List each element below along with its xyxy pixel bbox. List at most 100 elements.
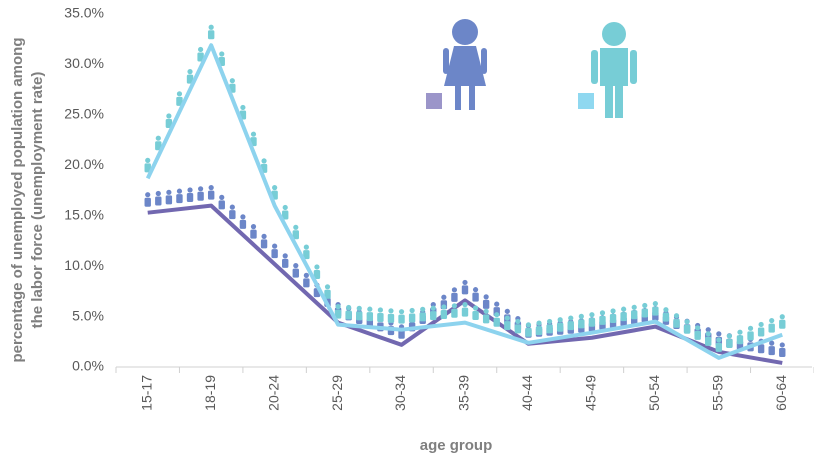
pictogram-body	[757, 327, 765, 337]
pictogram-body	[260, 239, 268, 249]
pictogram-body	[366, 312, 374, 322]
pictogram-body	[546, 324, 553, 334]
y-tick-label: 10.0%	[64, 257, 104, 273]
pictogram-head	[250, 224, 257, 230]
pictogram-head	[663, 307, 669, 313]
series-line	[145, 43, 783, 360]
x-tick-label: 18-19	[202, 375, 218, 411]
pictogram-head	[219, 51, 225, 57]
pictogram-head	[293, 263, 299, 269]
pictogram-head	[747, 325, 754, 331]
x-tick-label: 60-64	[773, 375, 789, 411]
x-axis-title: age group	[420, 437, 493, 454]
pictogram-body	[218, 200, 225, 210]
pictogram-body	[779, 319, 786, 329]
y-axis-title-line: percentage of unemployed population amon…	[9, 37, 26, 362]
pictogram-body	[673, 318, 680, 328]
y-axis-title-line: the labor force (unemployment rate)	[29, 72, 46, 329]
pictogram-head	[504, 315, 510, 321]
pictogram-head	[695, 325, 701, 331]
pictogram-head	[472, 305, 479, 311]
pictogram-body	[768, 346, 775, 356]
x-tick-label: 30-34	[392, 375, 408, 411]
pictogram-body	[398, 329, 405, 339]
pictogram-head	[779, 314, 785, 320]
pictogram-head	[145, 157, 151, 163]
pictogram-body	[197, 52, 204, 62]
pictogram-head	[166, 189, 172, 195]
pictogram-head	[208, 185, 214, 191]
x-tick-label: 45-49	[583, 375, 599, 411]
pictogram-body	[282, 210, 289, 220]
pictogram-head	[282, 253, 288, 259]
pictogram-head	[303, 272, 309, 278]
pictogram-head	[176, 91, 183, 97]
y-tick-label: 25.0%	[64, 106, 104, 122]
pictogram-head	[324, 284, 331, 290]
pictogram-body	[556, 322, 564, 332]
pictogram-body	[641, 308, 648, 318]
pictogram-body	[588, 317, 596, 327]
pictogram-head	[504, 308, 510, 314]
pictogram-head	[293, 224, 299, 230]
pictogram-body	[451, 292, 458, 302]
pictogram-head	[652, 301, 658, 307]
pictogram-body	[155, 141, 162, 151]
pictogram-body	[578, 319, 585, 329]
pictogram-body	[525, 327, 532, 337]
pictogram-body	[334, 309, 342, 319]
y-tick-label: 20.0%	[64, 156, 104, 172]
pictogram-body	[482, 299, 490, 309]
pictogram-body	[398, 314, 405, 324]
pictogram-head	[621, 306, 627, 312]
pictogram-body	[736, 335, 744, 345]
pictogram-body	[451, 308, 458, 318]
pictogram-head	[377, 307, 383, 313]
pictogram-body	[768, 323, 775, 333]
pictogram-body	[377, 313, 384, 323]
pictogram-body	[535, 326, 543, 336]
pictogram-head	[420, 306, 426, 312]
pictogram-head	[557, 317, 563, 323]
pictogram-head	[261, 233, 267, 239]
pictogram-head	[409, 307, 415, 314]
pictogram-body	[207, 190, 215, 200]
pictogram-body	[609, 314, 617, 324]
pictogram-body	[567, 321, 574, 331]
pictogram-head	[187, 187, 193, 193]
pictogram-head	[515, 318, 521, 325]
pictogram-head	[462, 279, 468, 286]
pictogram-body	[504, 321, 511, 331]
pictogram-body	[683, 324, 691, 334]
y-tick-label: 35.0%	[64, 5, 104, 21]
pictogram-head	[198, 46, 204, 53]
pictogram-head	[219, 194, 225, 200]
pictogram-head	[155, 190, 161, 197]
pictogram-body	[430, 311, 437, 321]
pictogram-body	[313, 269, 321, 279]
pictogram-head	[462, 302, 468, 308]
pictogram-head	[261, 158, 267, 164]
pictogram-body	[599, 315, 606, 325]
pictogram-body	[493, 317, 500, 327]
pictogram-head	[737, 329, 743, 335]
pictogram-head	[589, 312, 595, 318]
pictogram-body	[747, 331, 754, 341]
pictogram-body	[271, 249, 278, 259]
pictogram-head	[536, 320, 542, 326]
pictogram-head	[525, 322, 532, 328]
pictogram-body	[705, 336, 712, 346]
pictogram-body	[726, 339, 733, 349]
pictogram-head	[684, 319, 690, 325]
pictogram-head	[441, 304, 447, 310]
pictogram-body	[514, 324, 522, 334]
pictogram-body	[345, 310, 352, 320]
pictogram-head	[494, 312, 500, 318]
pictogram-head	[631, 304, 637, 310]
pictogram-head	[250, 131, 257, 137]
pictogram-head	[367, 306, 373, 312]
x-tick-label: 40-44	[519, 375, 535, 411]
pictogram-body	[239, 219, 247, 229]
pictogram-head	[769, 317, 775, 324]
pictogram-body	[303, 278, 310, 288]
